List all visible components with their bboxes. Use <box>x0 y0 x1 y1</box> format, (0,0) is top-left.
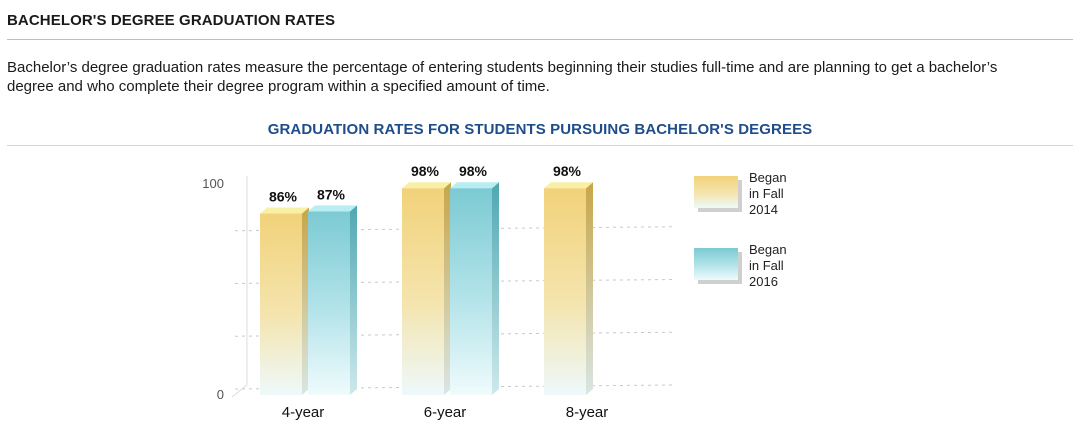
legend-label: in Fall <box>749 186 784 201</box>
x-tick-label: 6-year <box>424 404 467 421</box>
section-title: BACHELOR'S DEGREE GRADUATION RATES <box>7 12 336 29</box>
data-label: 87% <box>317 186 346 202</box>
bar-side <box>586 182 593 395</box>
bar-side <box>302 207 309 395</box>
title-divider <box>7 39 1073 40</box>
bar-top <box>308 205 357 212</box>
legend-label: Began <box>749 170 787 185</box>
chart-title: GRADUATION RATES FOR STUDENTS PURSUING B… <box>267 121 813 138</box>
description-text: Bachelor’s degree graduation rates measu… <box>7 59 998 95</box>
legend-label: in Fall <box>749 258 784 273</box>
bar-side <box>350 205 357 395</box>
x-tick-label: 8-year <box>566 404 609 421</box>
x-tick-label: 4-year <box>282 404 325 421</box>
legend-label: Began <box>749 242 787 257</box>
bar <box>260 213 302 395</box>
bar-side <box>444 182 451 395</box>
y-tick-label: 0 <box>217 387 224 402</box>
bar <box>308 211 350 395</box>
axis-corner <box>231 384 248 398</box>
bar <box>402 188 444 395</box>
bar-top <box>544 182 593 189</box>
data-label: 98% <box>411 163 440 179</box>
legend-swatch <box>694 248 738 280</box>
legend-label: 2016 <box>749 274 778 289</box>
bar <box>450 188 492 395</box>
legend-swatch <box>694 176 738 208</box>
chart-title-divider <box>7 145 1073 146</box>
bar-top <box>450 182 499 189</box>
y-tick-label: 100 <box>202 176 224 191</box>
bar-side <box>492 182 499 395</box>
data-label: 98% <box>553 163 582 179</box>
legend-label: 2014 <box>749 202 778 217</box>
bar-top <box>260 207 309 214</box>
data-label: 86% <box>269 189 298 205</box>
bar <box>544 188 586 395</box>
bar-top <box>402 182 451 189</box>
data-label: 98% <box>459 163 488 179</box>
